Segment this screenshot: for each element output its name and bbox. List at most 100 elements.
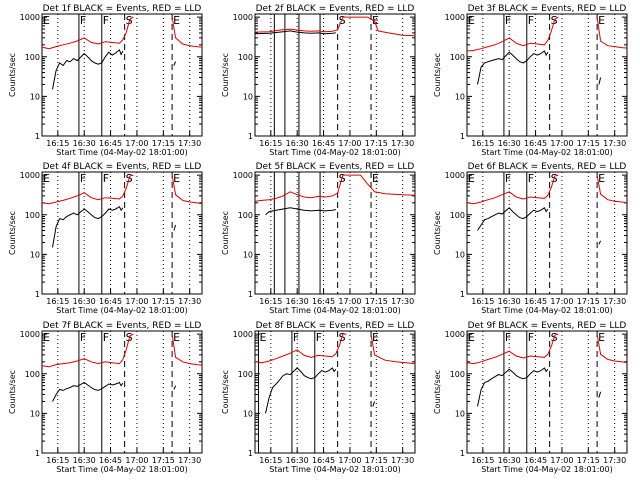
x-tick-label: 16:45 [524, 456, 547, 465]
chart-panel: Det 8f BLACK = Events, RED = LLD 1 10 100 10… [221, 321, 416, 474]
chart-title: Det 8f BLACK = Events, RED = LLD [256, 321, 415, 331]
lld-series-line [254, 174, 416, 202]
x-tick-label: 16:30 [498, 139, 521, 148]
x-tick-label: 16:45 [99, 139, 122, 148]
events-series-line [52, 48, 124, 90]
y-tick-label: 1000 [20, 13, 40, 22]
y-axis-label: Counts/sec [433, 53, 442, 97]
y-tick-label: 100 [238, 53, 253, 62]
chart-panel: Det 1f BLACK = Events, RED = LLD 1 10 100 10… [8, 4, 203, 157]
x-tick-label: 17:15 [152, 456, 175, 465]
x-tick-label: 17:00 [550, 297, 573, 306]
marker-label: F [103, 14, 109, 27]
x-axis-label: Start Time (04-May-02 18:01:00) [269, 465, 400, 474]
x-tick-label: 16:30 [286, 297, 309, 306]
x-tick-label: 17:15 [152, 139, 175, 148]
marker-label: S [339, 14, 346, 27]
y-tick-label: 100 [25, 211, 40, 220]
chart-panel: Det 4f BLACK = Events, RED = LLD 1 10 100 10… [8, 162, 203, 315]
marker-label: F [528, 14, 534, 27]
marker-label: F [103, 331, 109, 344]
chart-title: Det 5f BLACK = Events, RED = LLD [256, 162, 415, 172]
x-tick-label: 17:30 [391, 297, 414, 306]
x-tick-label: 17:15 [577, 297, 600, 306]
x-tick-label: 17:00 [338, 139, 361, 148]
x-tick-label: 17:30 [178, 456, 201, 465]
plot-frame [466, 13, 628, 137]
x-tick-label: 16:45 [312, 139, 335, 148]
marker-label: E [598, 14, 605, 27]
x-tick-label: 16:30 [498, 456, 521, 465]
y-tick-label: 100 [450, 370, 465, 379]
marker-label: E [173, 331, 180, 344]
chart-title: Det 6f BLACK = Events, RED = LLD [468, 162, 627, 172]
x-tick-label: 17:30 [603, 456, 626, 465]
chart-title: Det 2f BLACK = Events, RED = LLD [256, 4, 415, 14]
plot-frame [254, 330, 416, 454]
x-tick-label: 16:15 [471, 139, 494, 148]
x-tick-label: 16:15 [46, 139, 69, 148]
chart-panel: Det 2f BLACK = Events, RED = LLD 1 10 100 10… [221, 4, 416, 157]
y-tick-label: 10 [30, 92, 40, 101]
x-tick-label: 17:00 [125, 456, 148, 465]
events-series-line [477, 367, 549, 407]
x-tick-label: 17:15 [365, 456, 388, 465]
lld-series-line [254, 333, 347, 364]
marker-label: E [43, 331, 50, 344]
y-tick-label: 1000 [233, 330, 253, 339]
marker-label: E [598, 331, 605, 344]
marker-label: F [103, 172, 109, 185]
x-tick-label: 16:45 [312, 297, 335, 306]
x-axis-label: Start Time (04-May-02 18:01:00) [269, 306, 400, 315]
y-tick-label: 10 [243, 250, 253, 259]
lld-series-line [41, 333, 134, 368]
chart-title: Det 7f BLACK = Events, RED = LLD [43, 321, 202, 331]
lld-series-line [171, 17, 203, 48]
chart-panel: Det 5f BLACK = Events, RED = LLD 1 10 100 10… [221, 162, 416, 315]
lld-series-line [466, 16, 559, 52]
y-tick-label: 100 [238, 370, 253, 379]
marker-label: F [80, 172, 86, 185]
x-tick-label: 16:30 [286, 139, 309, 148]
marker-label: E [598, 172, 605, 185]
x-tick-label: 17:00 [125, 139, 148, 148]
y-tick-label: 1 [35, 290, 40, 299]
x-tick-label: 16:30 [73, 139, 96, 148]
x-tick-label: 17:00 [550, 139, 573, 148]
x-tick-label: 16:30 [498, 297, 521, 306]
events-series-line [254, 30, 336, 35]
y-tick-label: 100 [25, 53, 40, 62]
lld-series-line [254, 16, 416, 37]
y-tick-label: 1000 [445, 171, 465, 180]
x-tick-label: 17:00 [338, 456, 361, 465]
x-axis-label: Start Time (04-May-02 18:01:00) [56, 148, 187, 157]
x-tick-label: 16:30 [286, 456, 309, 465]
y-tick-label: 1000 [445, 330, 465, 339]
x-tick-label: 17:30 [178, 297, 201, 306]
marker-label: F [505, 331, 511, 344]
y-tick-label: 100 [450, 211, 465, 220]
y-axis-label: Counts/sec [221, 211, 230, 255]
x-tick-label: 17:00 [550, 456, 573, 465]
chart-panel: Det 3f BLACK = Events, RED = LLD 1 10 100 10… [433, 4, 628, 157]
x-axis-label: Start Time (04-May-02 18:01:00) [481, 148, 612, 157]
lld-series-line [171, 175, 203, 205]
x-tick-label: 17:15 [577, 139, 600, 148]
marker-label: F [505, 14, 511, 27]
marker-label: E [43, 14, 50, 27]
x-tick-label: 16:15 [471, 456, 494, 465]
lld-series-line [41, 16, 134, 50]
y-tick-label: 10 [30, 250, 40, 259]
y-tick-label: 1000 [445, 13, 465, 22]
plot-frame [466, 330, 628, 454]
chart-title: Det 1f BLACK = Events, RED = LLD [43, 4, 202, 14]
lld-series-line [370, 334, 416, 365]
marker-label: F [505, 172, 511, 185]
y-tick-label: 100 [238, 211, 253, 220]
chart-title: Det 4f BLACK = Events, RED = LLD [43, 162, 202, 172]
events-series-line [598, 77, 602, 85]
chart-title: Det 9f BLACK = Events, RED = LLD [468, 321, 627, 331]
y-axis-label: Counts/sec [433, 211, 442, 255]
y-tick-label: 1 [460, 290, 465, 299]
events-series-line [52, 381, 124, 402]
